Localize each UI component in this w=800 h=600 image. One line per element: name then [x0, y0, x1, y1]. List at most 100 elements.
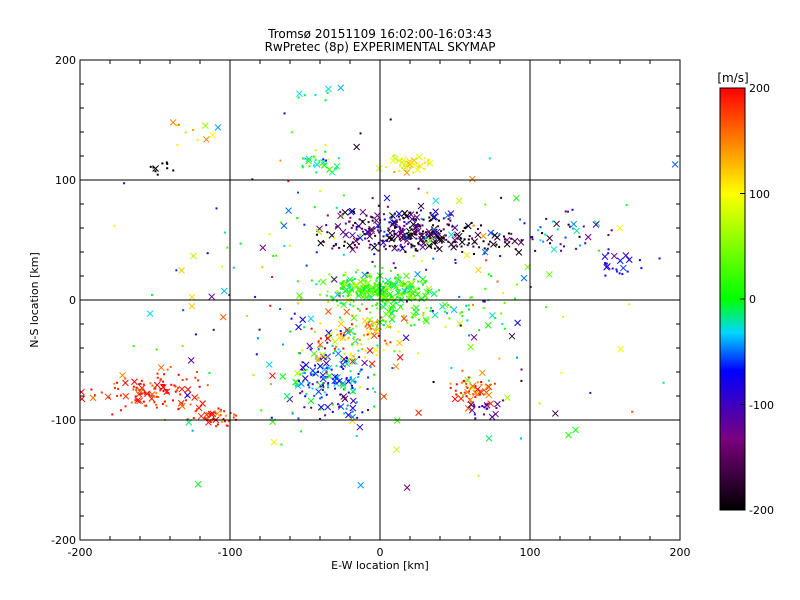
scatter-dot [212, 418, 215, 421]
scatter-dot [468, 397, 471, 400]
scatter-cross [187, 357, 195, 364]
scatter-cross [119, 371, 126, 379]
scatter-dot [367, 221, 370, 224]
scatter-dot [303, 406, 306, 409]
scatter-dot [332, 244, 335, 247]
scatter-dot [307, 384, 310, 387]
scatter-cross [395, 276, 403, 284]
scatter-dot [369, 290, 372, 293]
scatter-dot [401, 292, 404, 295]
scatter-dot [376, 229, 379, 232]
scatter-cross [157, 364, 165, 371]
scatter-dot [486, 247, 489, 250]
scatter-dot [531, 238, 534, 241]
scatter-cross [388, 235, 396, 243]
scatter-dot [500, 312, 503, 315]
scatter-dot [571, 208, 574, 211]
scatter-dot [507, 232, 510, 235]
scatter-cross [349, 404, 357, 412]
scatter-dot [208, 413, 211, 416]
scatter-dot [404, 160, 407, 163]
scatter-dot [376, 276, 379, 279]
scatter-dot [159, 387, 162, 390]
scatter-dot [371, 216, 374, 219]
scatter-dot [159, 389, 162, 392]
scatter-dot [385, 288, 388, 291]
scatter-dot [134, 395, 137, 398]
scatter-dot [422, 230, 425, 233]
scatter-dot [364, 237, 367, 240]
scatter-cross [484, 321, 492, 329]
scatter-dot [604, 274, 607, 277]
scatter-dot [335, 328, 338, 331]
scatter-dot [176, 389, 179, 392]
scatter-dot [139, 382, 142, 385]
scatter-dot [337, 157, 340, 160]
scatter-dot [349, 376, 352, 379]
scatter-dot [162, 390, 165, 393]
scatter-cross [409, 290, 416, 298]
scatter-dot [318, 345, 321, 348]
scatter-dot [288, 244, 291, 247]
scatter-cross [136, 397, 143, 405]
scatter-dot [376, 344, 379, 347]
scatter-cross [414, 270, 421, 278]
scatter-dot [212, 328, 215, 331]
scatter-dot [418, 318, 421, 321]
scatter-cross [401, 209, 409, 217]
scatter-cross [350, 314, 358, 322]
scatter-cross [570, 220, 578, 228]
scatter-dot [369, 311, 372, 314]
scatter-cross [337, 212, 344, 220]
scatter-dot [483, 300, 486, 303]
scatter-cross [407, 285, 415, 293]
scatter-dot [343, 240, 346, 243]
scatter-dot [486, 402, 489, 405]
scatter-dot [367, 284, 370, 287]
scatter-dot [402, 282, 405, 285]
scatter-dot [414, 249, 417, 252]
scatter-dot [409, 161, 412, 164]
scatter-cross [374, 212, 381, 219]
scatter-cross [403, 272, 410, 280]
scatter-dot [300, 297, 303, 300]
scatter-dot [355, 401, 358, 404]
scatter-dot [283, 112, 286, 115]
y-tick-label: -200 [51, 534, 76, 547]
scatter-dot [422, 314, 425, 317]
scatter-dot [539, 239, 542, 242]
scatter-dot [428, 219, 431, 222]
scatter-dot [498, 357, 501, 360]
scatter-cross [403, 484, 411, 491]
scatter-dot [389, 284, 392, 287]
scatter-dot [410, 286, 413, 289]
scatter-dot [116, 381, 119, 384]
scatter-dot [393, 244, 396, 247]
scatter-dot [467, 238, 470, 241]
scatter-dot [346, 279, 349, 282]
scatter-dot [510, 237, 513, 240]
scatter-dot [327, 381, 330, 384]
scatter-dot [317, 348, 320, 351]
scatter-dot [578, 235, 581, 238]
scatter-cross [520, 274, 528, 282]
scatter-dot [386, 205, 389, 208]
scatter-dot [326, 341, 329, 344]
scatter-dot [324, 150, 327, 153]
scatter-dot [270, 276, 273, 279]
scatter-dot [487, 243, 490, 246]
scatter-dot [431, 233, 434, 236]
scatter-dot [339, 302, 342, 305]
scatter-dot [448, 317, 451, 320]
scatter-cross [340, 393, 348, 400]
scatter-dot [379, 299, 382, 302]
scatter-dot [425, 268, 428, 271]
scatter-dot [339, 286, 342, 289]
scatter-cross [194, 480, 202, 488]
scatter-dot [406, 321, 409, 324]
scatter-dot [319, 189, 322, 192]
scatter-dot [329, 295, 332, 298]
scatter-cross [393, 446, 401, 453]
scatter-dot [159, 379, 162, 382]
scatter-dot [384, 339, 387, 342]
